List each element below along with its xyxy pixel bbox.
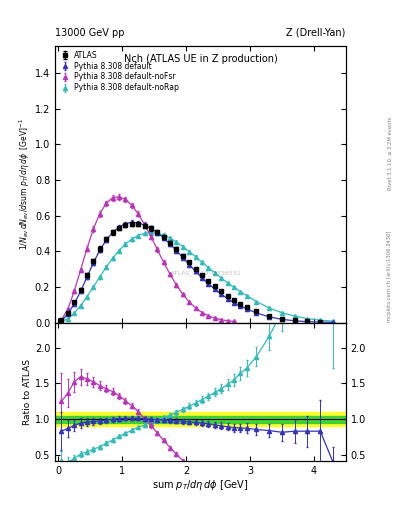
Text: Z (Drell-Yan): Z (Drell-Yan) [286,28,346,38]
Y-axis label: Ratio to ATLAS: Ratio to ATLAS [23,359,32,424]
Text: mcplots.cern.ch [arXiv:1306.3436]: mcplots.cern.ch [arXiv:1306.3436] [387,231,392,322]
Bar [55,412,346,426]
Text: ATLAS_2019_I1736531: ATLAS_2019_I1736531 [171,270,242,275]
Text: 13000 GeV pp: 13000 GeV pp [55,28,125,38]
Y-axis label: $1/N_{ev}\,dN_{ev}/d$sum $p_T/d\eta\,d\phi$  [GeV]$^{-1}$: $1/N_{ev}\,dN_{ev}/d$sum $p_T/d\eta\,d\p… [18,118,32,250]
Text: Rivet 3.1.10, ≥ 3.2M events: Rivet 3.1.10, ≥ 3.2M events [387,117,392,190]
Text: Nch (ATLAS UE in Z production): Nch (ATLAS UE in Z production) [123,54,277,65]
X-axis label: sum $p_T/d\eta\,d\phi$ [GeV]: sum $p_T/d\eta\,d\phi$ [GeV] [152,478,249,493]
Bar [55,416,346,423]
Legend: ATLAS, Pythia 8.308 default, Pythia 8.308 default-noFsr, Pythia 8.308 default-no: ATLAS, Pythia 8.308 default, Pythia 8.30… [57,48,181,95]
